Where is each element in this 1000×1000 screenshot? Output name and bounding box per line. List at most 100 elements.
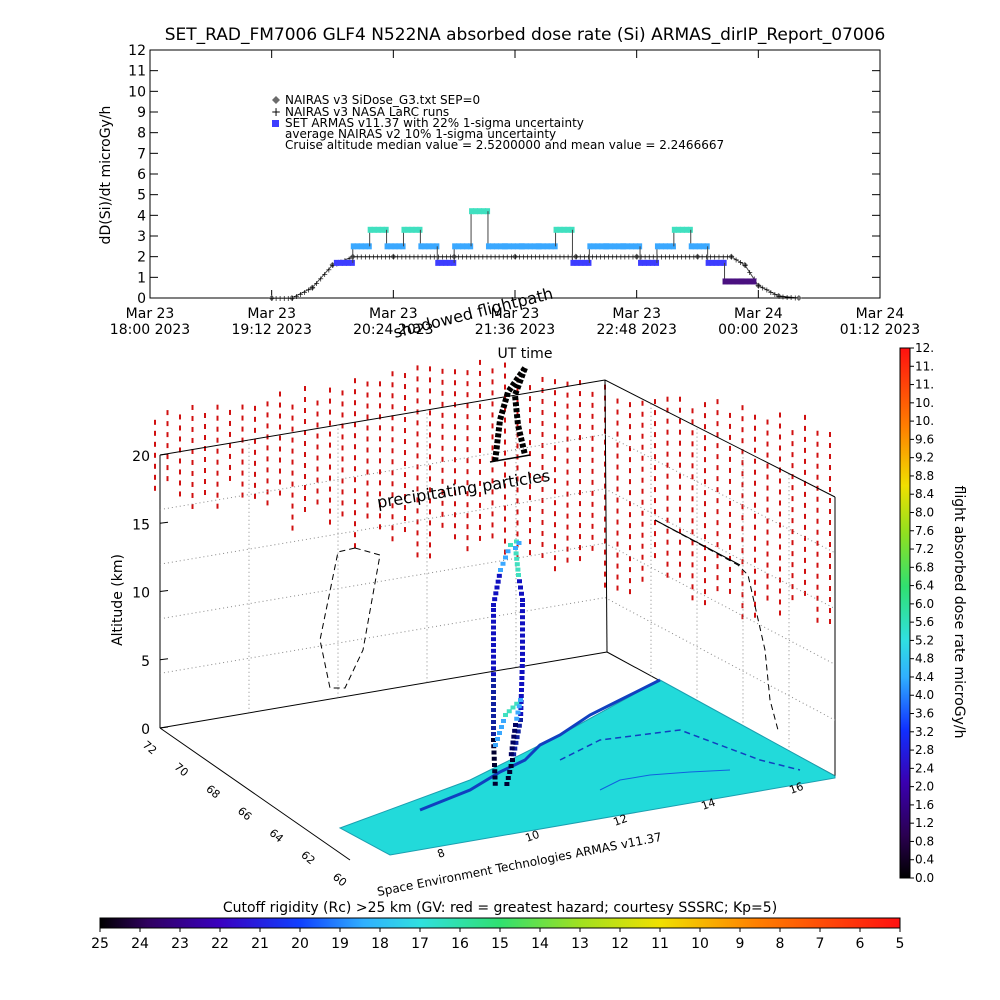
longitude-ticks: 8 10 12 14 16: [436, 780, 806, 861]
flight-path-point: [491, 696, 496, 700]
armas-point: [633, 243, 639, 250]
armas-point: [354, 243, 360, 250]
armas-point: [662, 243, 668, 250]
cutoff-rigidity-tick-label: 5: [896, 936, 905, 952]
armas-point: [469, 208, 475, 215]
dose-rate-tick-label: 9.2: [915, 451, 934, 465]
nairas-larc-point: +: [496, 253, 503, 262]
nairas-larc-point: +: [609, 253, 616, 262]
armas-point: [650, 259, 656, 266]
nairas-point: [572, 253, 579, 260]
dose-rate-tick-label: 5.2: [915, 633, 934, 647]
altitude-tick-mark: [159, 590, 169, 592]
flight-path-point: [501, 719, 506, 723]
armas-point: [401, 226, 407, 233]
armas-point: [405, 226, 411, 233]
flight-path-point: [509, 746, 515, 751]
altitude-tick-mark: [159, 521, 169, 524]
armas-point: [362, 243, 368, 250]
nairas-larc-point: +: [403, 253, 410, 262]
flight-path-point: [508, 764, 514, 768]
armas-point: [371, 226, 377, 233]
flight-path-point: [505, 549, 511, 554]
cutoff-rigidity-tick-label: 14: [531, 936, 549, 952]
y-tick-label: 1: [137, 270, 146, 286]
flight-path-point: [497, 731, 502, 735]
nairas-larc-point: +: [394, 253, 401, 262]
flight-path-point: [491, 690, 496, 694]
nairas-larc-point: +: [617, 253, 624, 262]
nairas-point: [694, 253, 701, 260]
armas-point: [409, 226, 415, 233]
dose-rate-tick-label: 8.0: [915, 505, 934, 519]
flight-path-point: [516, 704, 522, 709]
dose-rate-tick-label: 0.4: [915, 853, 934, 867]
flight-path-point: [514, 562, 520, 567]
nairas-larc-point: +: [289, 294, 296, 303]
nairas-point: [741, 261, 748, 268]
nairas-larc-point: +: [407, 253, 414, 262]
x-tick-label-time: 22:48 2023: [596, 322, 676, 338]
armas-point: [430, 243, 436, 250]
flight-path-point: [491, 684, 496, 688]
top-x-axis-label: UT time: [498, 346, 553, 362]
y-tick-label: 12: [128, 43, 146, 59]
flight-path-point: [512, 746, 518, 751]
flight-path-point: [520, 598, 525, 602]
flight-path-point: [513, 546, 518, 550]
nairas-larc-point: +: [362, 253, 369, 262]
nairas-larc-point: +: [508, 253, 515, 262]
nairas-larc-point: +: [724, 253, 731, 262]
nairas-larc-point: +: [459, 253, 466, 262]
armas-point: [608, 243, 614, 250]
nairas-larc-point: +: [597, 253, 604, 262]
y-tick-label: 9: [137, 105, 146, 121]
legend-item-nairas-larc: + NAIRAS v3 NASA LaRC runs: [271, 105, 449, 119]
armas-point: [358, 243, 364, 250]
flight-path-point: [518, 585, 523, 590]
cutoff-rigidity-tick-label: 19: [331, 936, 349, 952]
x-tick-label-date: Mar 24: [856, 306, 905, 322]
flight-path-point: [491, 603, 496, 607]
nairas-larc-point: +: [589, 253, 596, 262]
nairas-larc-point: +: [305, 286, 312, 295]
nairas-larc-point: +: [573, 253, 580, 262]
nairas-larc-point: +: [703, 253, 710, 262]
flight-path-point: [519, 591, 524, 596]
y-tick-label: 8: [137, 126, 146, 142]
flight-path-point: [516, 541, 522, 545]
dose-rate-colorbar-title: flight absorbed dose rate microGy/h: [951, 486, 967, 739]
armas-point: [506, 243, 512, 250]
flight-path-point: [520, 621, 525, 626]
armas-point: [705, 259, 711, 266]
inland-lakes: [599, 769, 731, 791]
armas-point: [730, 278, 736, 285]
armas-point: [722, 278, 728, 285]
nairas-larc-point: +: [678, 253, 685, 262]
nairas-larc-point: +: [321, 270, 328, 279]
dose-rate-tick-label: 1.2: [915, 816, 934, 830]
nairas-larc-point: +: [330, 261, 337, 270]
flight-path-point: [491, 643, 496, 647]
nairas-larc-point: +: [374, 253, 381, 262]
flight-path-point: [519, 676, 525, 680]
nairas-larc-point: +: [788, 293, 795, 302]
y-tick-label: 11: [128, 64, 146, 80]
cutoff-rigidity-tick-label: 20: [291, 936, 309, 952]
armas-point: [751, 278, 757, 285]
nairas-larc-point: +: [471, 253, 478, 262]
latitude-tick-label: 66: [235, 804, 254, 823]
armas-point: [426, 243, 432, 250]
flight-path-point: [520, 651, 525, 656]
armas-point: [392, 243, 398, 250]
flight-path-point: [492, 769, 498, 774]
flight-path-point: [508, 543, 513, 547]
nairas-larc-point: +: [382, 253, 389, 262]
nairas-larc-point: +: [784, 293, 791, 302]
grid-line-back: [159, 488, 606, 565]
longitude-tick-label: 12: [612, 812, 630, 829]
dose-rate-tick-label: 0.0: [915, 871, 934, 885]
latitude-tick-label: 64: [267, 826, 286, 845]
armas-point: [333, 259, 339, 266]
nairas-larc-point: +: [658, 253, 665, 262]
